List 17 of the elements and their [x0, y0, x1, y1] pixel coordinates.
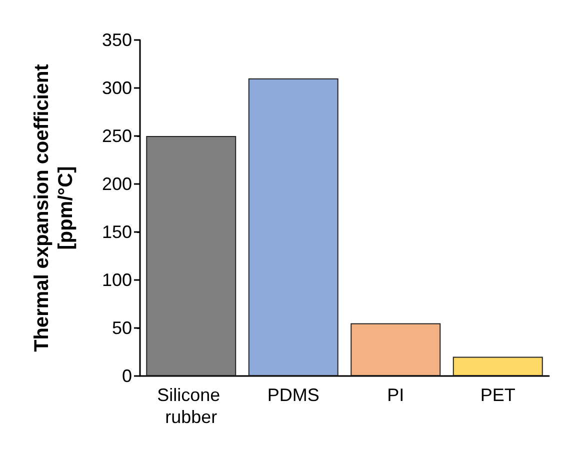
bar [452, 356, 543, 376]
bar [146, 136, 236, 376]
y-tick-label: 350 [102, 30, 132, 50]
bar [350, 323, 441, 376]
x-tick-label: PDMS [267, 385, 320, 405]
x-tick-label: PI [387, 385, 404, 405]
y-tick-label: 300 [102, 78, 132, 98]
y-tick-label: 100 [102, 270, 132, 290]
x-tick-label: PET [480, 385, 516, 405]
bar [248, 78, 338, 376]
y-axis-title: Thermal expansion coefficient [ppm/°C] [31, 64, 77, 352]
y-tick-label: 250 [102, 126, 132, 146]
x-tick-label: Silicone rubber [157, 385, 226, 427]
y-tick-label: 0 [122, 366, 132, 386]
y-tick-label: 50 [112, 318, 132, 338]
y-tick-label: 150 [102, 222, 132, 242]
y-tick-label: 200 [102, 174, 132, 194]
